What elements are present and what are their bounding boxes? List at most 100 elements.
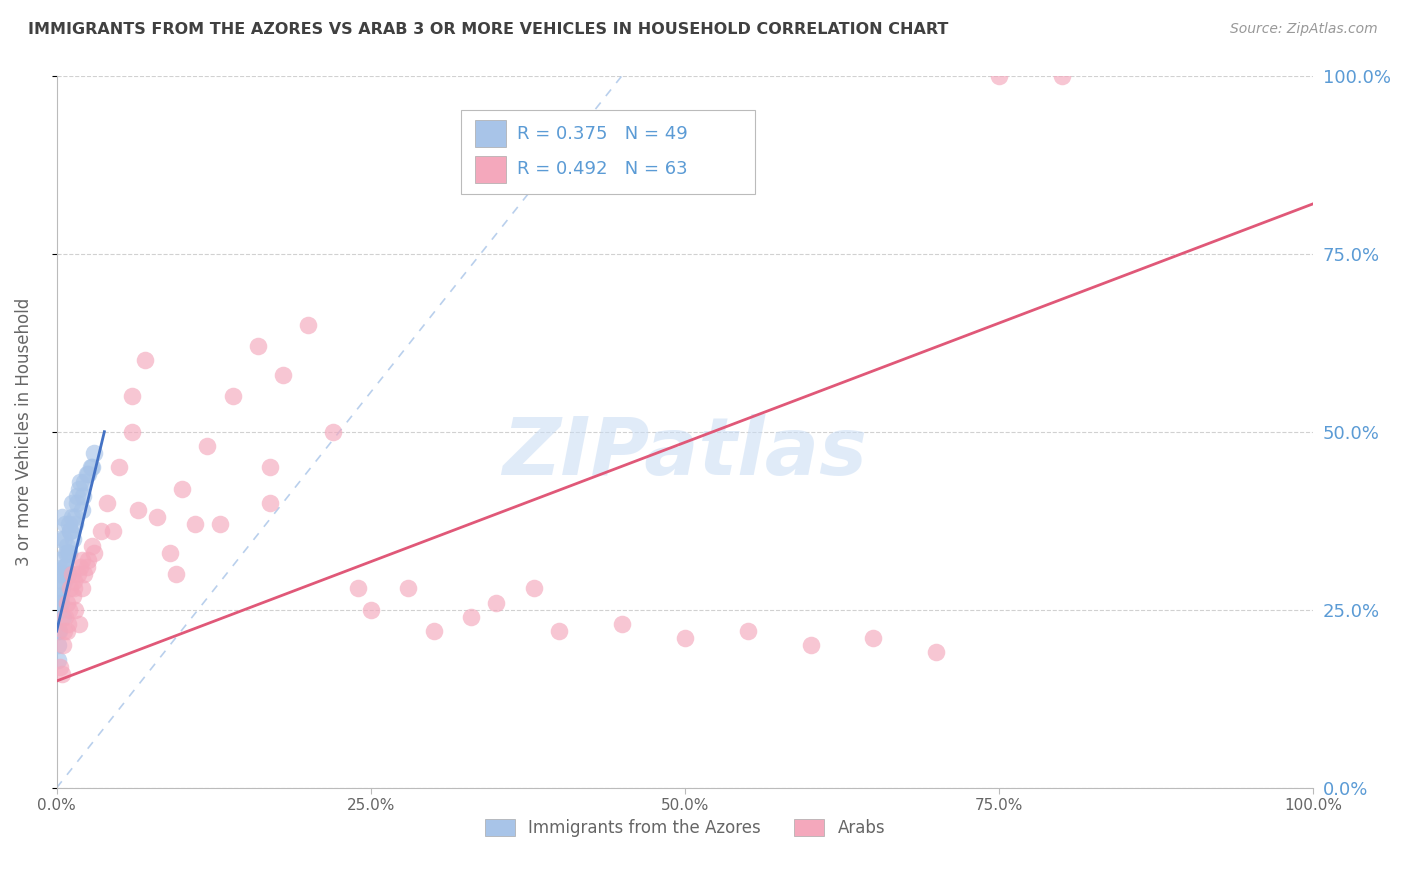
Point [60,496,83,510]
Point [208,517,231,532]
Point [127,503,149,517]
Point [83,446,105,460]
Point [988,69,1011,83]
Point [56,567,79,582]
Point [56,617,79,632]
Point [67,617,90,632]
Point [184,517,207,532]
Point [101,524,124,539]
Point [246,339,269,353]
Point [58,603,80,617]
Point [70,582,93,596]
Point [53,560,76,574]
Point [53,624,76,639]
Point [66,567,89,582]
Point [51,666,73,681]
Point [90,524,112,539]
Text: R = 0.375   N = 49: R = 0.375 N = 49 [517,125,688,143]
Legend: Immigrants from the Azores, Arabs: Immigrants from the Azores, Arabs [478,812,891,844]
Point [347,582,370,596]
Point [77,553,100,567]
Point [59,524,82,539]
Point [55,610,77,624]
Point [69,475,91,489]
Point [673,632,696,646]
Point [48,553,70,567]
Point [49,659,72,673]
Point [165,567,187,582]
Point [221,389,243,403]
Point [60,567,83,582]
Point [66,496,89,510]
Point [862,632,884,646]
Point [46,652,69,666]
Point [77,467,100,482]
Point [51,510,73,524]
Point [58,546,80,560]
Point [55,624,77,639]
Point [80,460,103,475]
Point [56,539,79,553]
Point [485,596,508,610]
Point [322,425,344,439]
Point [62,589,84,603]
Point [55,596,77,610]
Point [108,460,131,475]
Point [52,610,75,624]
Point [65,517,87,532]
Point [271,368,294,382]
Point [55,517,77,532]
Point [73,475,96,489]
Point [79,460,101,475]
Point [49,567,72,582]
Point [297,318,319,332]
Point [76,560,98,574]
Point [523,582,546,596]
Point [49,603,72,617]
Point [76,467,98,482]
Point [1050,69,1073,83]
Point [398,582,420,596]
Point [48,624,70,639]
Point [51,582,73,596]
Point [65,603,87,617]
Point [55,546,77,560]
Text: Source: ZipAtlas.com: Source: ZipAtlas.com [1230,22,1378,37]
Point [52,560,75,574]
Point [51,589,73,603]
Point [49,596,72,610]
Point [925,645,948,659]
Text: R = 0.492   N = 63: R = 0.492 N = 63 [517,161,688,178]
Point [63,582,86,596]
Text: ZIPatlas: ZIPatlas [502,414,868,492]
Point [59,524,82,539]
Point [422,624,444,639]
Point [55,560,77,574]
Point [72,489,94,503]
Point [259,460,281,475]
Point [172,482,194,496]
Point [63,510,86,524]
Point [69,560,91,574]
Point [73,567,96,582]
Point [46,639,69,653]
Point [800,639,823,653]
Point [121,425,143,439]
Point [52,639,75,653]
Point [70,503,93,517]
Point [159,546,181,560]
Point [737,624,759,639]
Point [48,589,70,603]
Point [63,574,86,589]
Point [53,532,76,546]
Point [121,389,143,403]
Point [55,546,77,560]
Point [548,624,571,639]
Y-axis label: 3 or more Vehicles in Household: 3 or more Vehicles in Household [15,298,32,566]
Point [62,532,84,546]
Point [96,496,118,510]
Point [51,574,73,589]
Point [60,510,83,524]
Point [67,482,90,496]
Point [610,617,633,632]
